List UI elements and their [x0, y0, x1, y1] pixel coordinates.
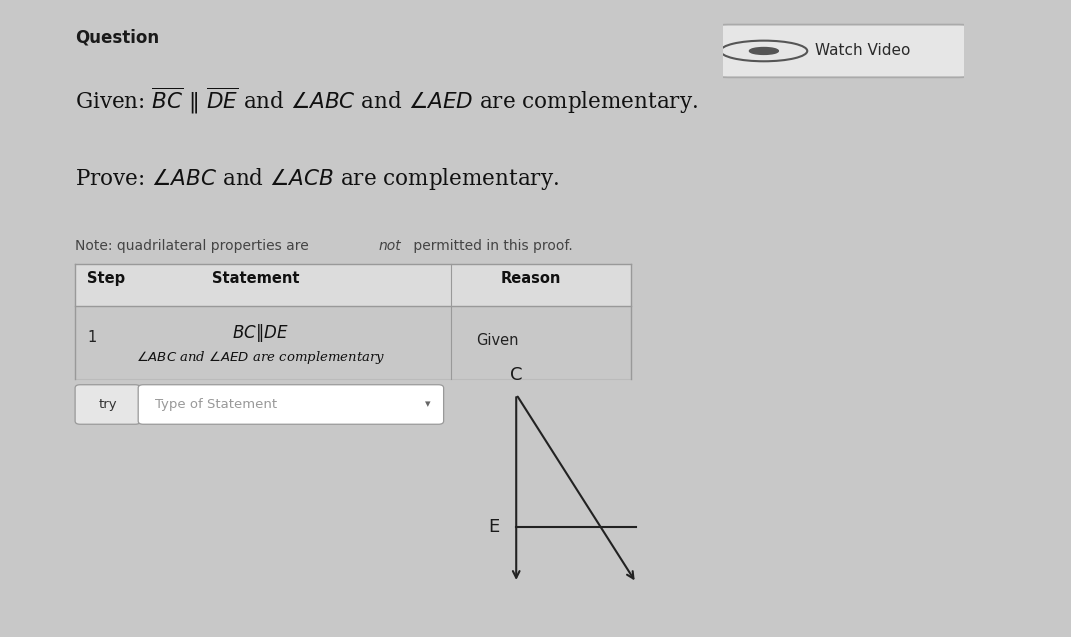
- Text: Step: Step: [87, 271, 125, 286]
- Text: Prove: $\angle ABC$ and $\angle ACB$ are complementary.: Prove: $\angle ABC$ and $\angle ACB$ are…: [75, 166, 559, 192]
- Text: ▾: ▾: [425, 399, 431, 410]
- Text: Watch Video: Watch Video: [815, 43, 910, 59]
- Circle shape: [750, 48, 779, 54]
- FancyBboxPatch shape: [719, 25, 968, 77]
- Text: C: C: [510, 366, 523, 384]
- Text: Question: Question: [75, 29, 160, 47]
- Text: $\angle ABC$ and $\angle AED$ are complementary: $\angle ABC$ and $\angle AED$ are comple…: [136, 349, 384, 366]
- FancyBboxPatch shape: [138, 385, 443, 424]
- Text: Reason: Reason: [501, 271, 561, 286]
- Text: permitted in this proof.: permitted in this proof.: [408, 239, 572, 253]
- Text: Note: quadrilateral properties are: Note: quadrilateral properties are: [75, 239, 313, 253]
- Text: try: try: [99, 398, 117, 411]
- Text: $BC \| DE$: $BC \| DE$: [232, 322, 289, 344]
- Text: Given: Given: [476, 333, 518, 348]
- FancyBboxPatch shape: [75, 385, 140, 424]
- Text: not: not: [378, 239, 402, 253]
- Text: 1: 1: [87, 330, 96, 345]
- Text: Type of Statement: Type of Statement: [155, 398, 277, 411]
- Text: Statement: Statement: [212, 271, 299, 286]
- Text: E: E: [488, 518, 500, 536]
- Text: Given: $\overline{BC}$ $\|$ $\overline{DE}$ and $\angle ABC$ and $\angle AED$ ar: Given: $\overline{BC}$ $\|$ $\overline{D…: [75, 86, 698, 117]
- FancyBboxPatch shape: [75, 264, 631, 306]
